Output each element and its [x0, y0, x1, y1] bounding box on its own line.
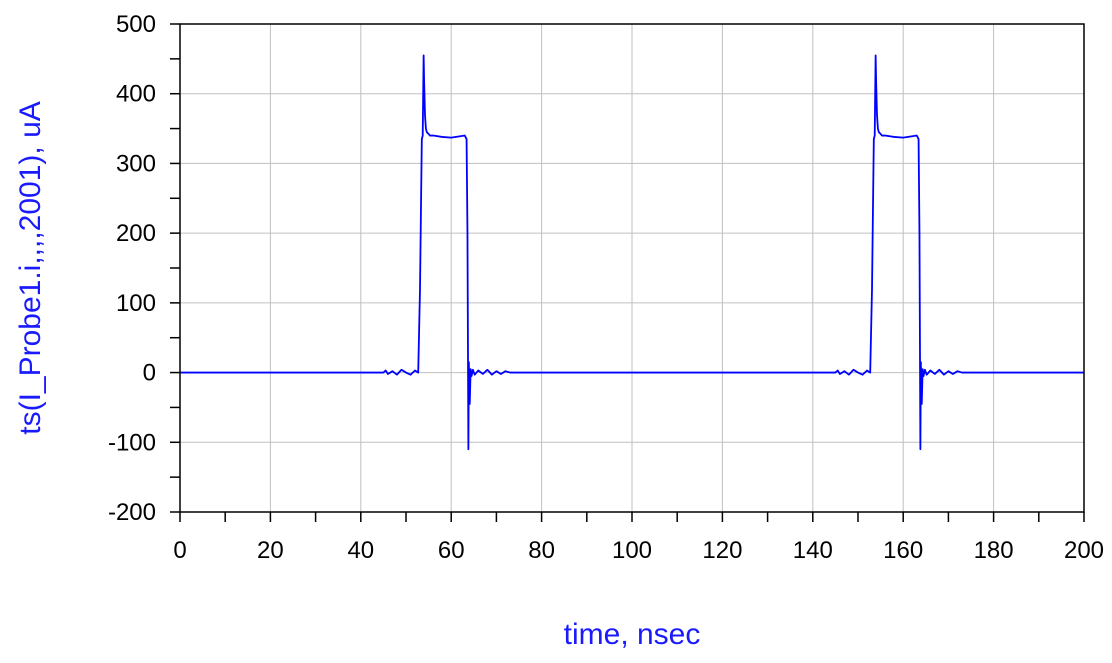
- x-tick-label: 80: [528, 537, 555, 564]
- x-tick-label: 180: [974, 537, 1014, 564]
- y-tick-label: 200: [116, 220, 156, 247]
- x-tick-label: 140: [793, 537, 833, 564]
- series-layer: [180, 54, 1084, 451]
- y-tick-label: -200: [108, 499, 156, 526]
- y-tick-labels: -200 -100 0 100 200 300 400 500: [108, 11, 156, 526]
- x-tick-label: 200: [1064, 537, 1104, 564]
- x-tick-label: 120: [702, 537, 742, 564]
- y-tick-label: 300: [116, 150, 156, 177]
- grid: [179, 23, 1085, 513]
- y-tick-label: -100: [108, 429, 156, 456]
- x-tick-label: 100: [612, 537, 652, 564]
- x-tick-label: 40: [347, 537, 374, 564]
- y-tick-label: 0: [143, 360, 156, 387]
- x-tick-labels: 0 20 40 60 80 100 120 140 160 180 200: [173, 537, 1104, 564]
- x-tick-label: 160: [883, 537, 923, 564]
- series-line: [180, 54, 1084, 451]
- x-tick-label: 60: [438, 537, 465, 564]
- y-tick-label: 500: [116, 11, 156, 38]
- y-tick-label: 100: [116, 290, 156, 317]
- plot-area-frame: [179, 23, 1085, 513]
- minor-ticks: [170, 23, 1085, 522]
- x-axis-label: time, nsec: [564, 618, 701, 651]
- y-axis-label: ts(I_Probe1.i,,,,2001), uA: [14, 101, 47, 435]
- x-tick-label: 0: [173, 537, 186, 564]
- y-tick-label: 400: [116, 81, 156, 108]
- x-tick-label: 20: [257, 537, 284, 564]
